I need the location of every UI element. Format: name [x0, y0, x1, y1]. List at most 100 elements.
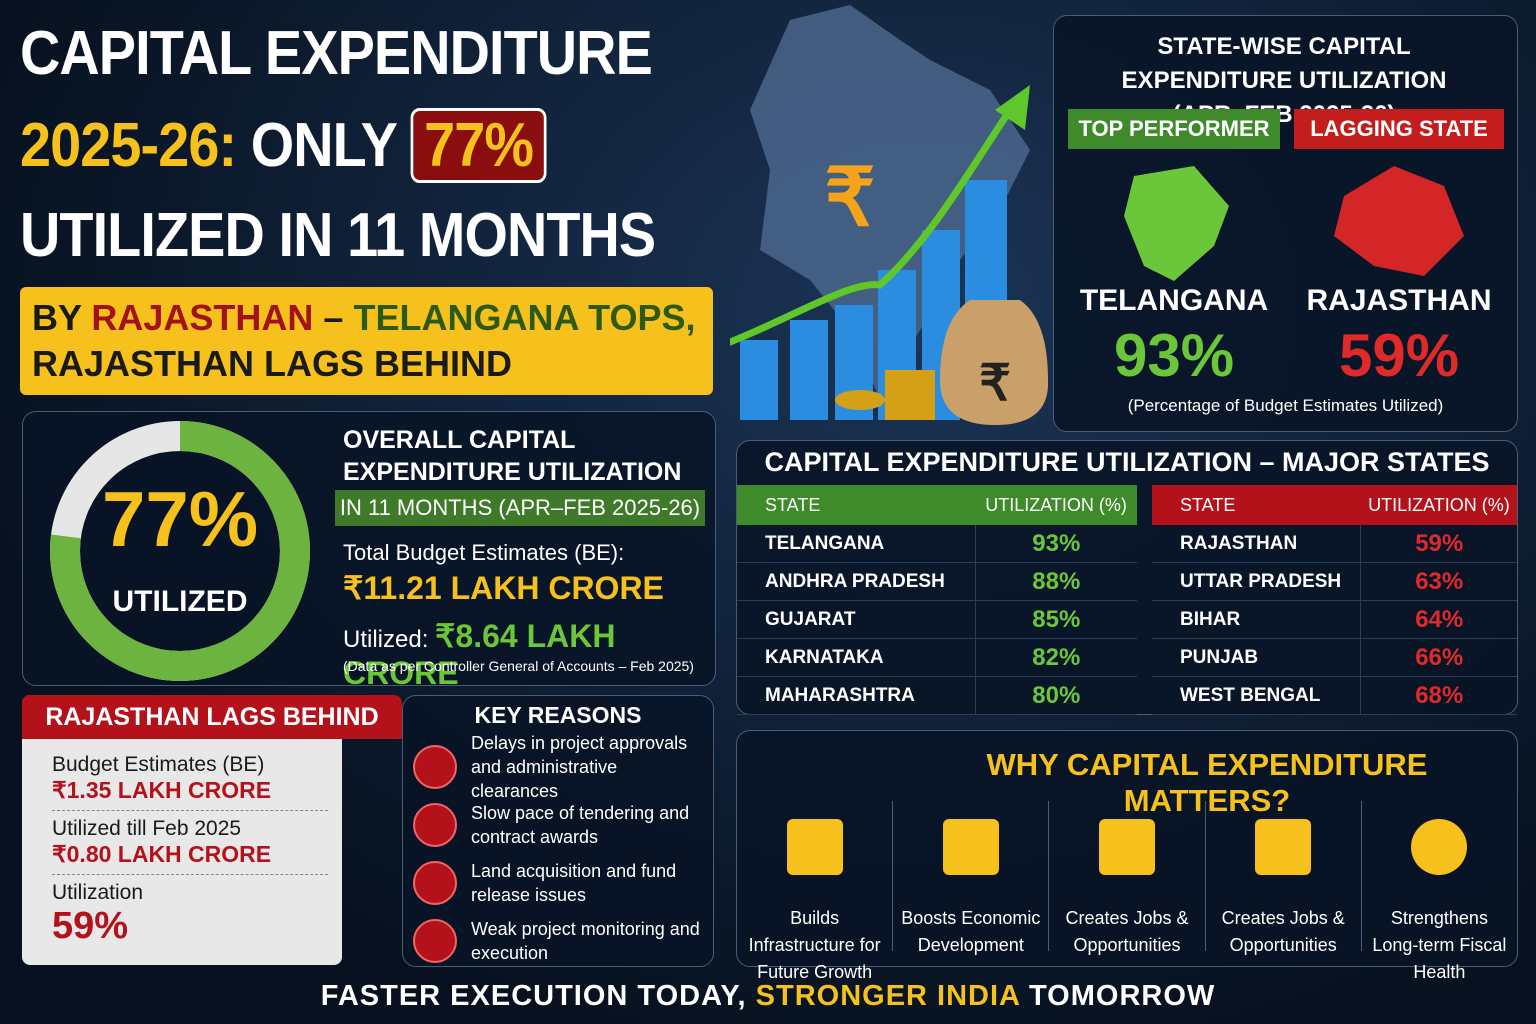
raj-value: ₹1.35 LAKH CRORE	[52, 777, 272, 803]
svg-text:₹: ₹	[979, 355, 1011, 411]
reasons-title: KEY REASONS	[474, 702, 642, 728]
utilized-label: Utilized:	[343, 626, 429, 653]
donut-label: 77%	[102, 475, 258, 563]
raj-value: 59%	[52, 905, 129, 947]
sub-green: TELANGANA TOPS,	[353, 297, 696, 338]
why-icon	[942, 819, 999, 875]
overall-period: IN 11 MONTHS (APR–FEB 2025-26)	[335, 490, 705, 526]
why-icon	[1255, 819, 1312, 875]
top-table: STATE UTILIZATION (%) TELANGANA 93% ANDHRA P…	[737, 485, 1137, 715]
table-row: MAHARASHTRA 80%	[737, 676, 1137, 715]
why-text: Boosts Economic Development	[901, 908, 1041, 955]
reason-icon	[413, 919, 457, 963]
raj-label: Budget Estimates (BE)	[52, 753, 265, 776]
table-row: ANDHRA PRADESH 88%	[737, 562, 1137, 601]
reasons-panel: KEY REASONS Delays in project approvals …	[402, 695, 714, 967]
be-label: Total Budget Estimates (BE):	[343, 540, 625, 565]
table-row: TELANGANA 93%	[737, 525, 1137, 563]
reason: Land acquisition and fund release issues	[413, 854, 708, 912]
lag-label: LAGGING STATE	[1294, 109, 1504, 149]
be-value: ₹11.21 LAKH CRORE	[343, 570, 664, 606]
rajasthan-title: RAJASTHAN LAGS BEHIND	[22, 695, 402, 739]
rajasthan-panel: RAJASTHAN LAGS BEHIND Budget Estimates (…	[22, 695, 402, 965]
state-note: (Percentage of Budget Estimates Utilized…	[1127, 396, 1444, 415]
why-text: Strengthens Long-term Fiscal Health	[1372, 908, 1507, 982]
top-pct: 93%	[1113, 322, 1235, 389]
reason-text: Delays in project approvals and administ…	[471, 733, 688, 801]
state-cell: TELANGANA	[737, 525, 976, 563]
pct-cell: 93%	[974, 525, 1137, 563]
why-icon	[1099, 819, 1155, 875]
table-row: GUJARAT 85%	[737, 600, 1137, 639]
headline-1: CAPITAL EXPENDITURE	[20, 19, 653, 88]
reason: Weak project monitoring and execution	[413, 912, 708, 970]
state-cell: KARNATAKA	[737, 638, 976, 677]
reason-icon	[413, 745, 457, 789]
why-item: Strengthens Long-term Fiscal Health	[1360, 801, 1517, 982]
raj-value: ₹0.80 LAKH CRORE	[52, 841, 272, 867]
raj-label: Utilized till Feb 2025	[52, 817, 242, 840]
reason-text: Slow pace of tendering and contract awar…	[471, 803, 690, 847]
why-item: Creates Jobs & Opportunities	[1048, 801, 1204, 955]
only: ONLY	[250, 111, 397, 180]
headline-3: UTILIZED IN 11 MONTHS	[20, 201, 656, 270]
why-text: Builds Infrastructure for Future Growth	[748, 908, 881, 982]
pct-cell: 64%	[1360, 600, 1517, 639]
donut-arc	[50, 421, 310, 681]
table-row: RAJASTHAN 59%	[1152, 525, 1517, 563]
subtitle: BY RAJASTHAN – TELANGANA TOPS, RAJASTHAN …	[20, 287, 713, 395]
footer-c: TOMORROW	[1028, 980, 1216, 1012]
pct-cell: 68%	[1360, 676, 1517, 715]
footer-a: FASTER EXECUTION TODAY,	[320, 980, 747, 1012]
state-maps	[1124, 166, 1464, 281]
footer: FASTER EXECUTION TODAY, STRONGER INDIA T…	[0, 980, 1536, 1013]
header-cell: UTILIZATION (%)	[1368, 494, 1510, 515]
table-panel: CAPITAL EXPENDITURE UTILIZATION – MAJOR …	[736, 440, 1518, 715]
state-cell: GUJARAT	[737, 600, 976, 639]
table-row: KARNATAKA 82%	[737, 638, 1137, 677]
overall-panel: 77% UTILIZED OVERALL CAPITAL EXPENDITURE…	[22, 411, 716, 691]
raj-label: Utilization	[52, 881, 144, 904]
overall-note: (Data as per Controller General of Accou…	[343, 658, 694, 674]
reason-text: Weak project monitoring and execution	[471, 919, 700, 963]
header-cell: STATE	[1180, 494, 1236, 515]
why-icon	[1411, 819, 1468, 875]
state-cell: UTTAR PRADESH	[1152, 562, 1361, 601]
state-cell: BIHAR	[1152, 600, 1361, 639]
table-row: PUNJAB 66%	[1152, 638, 1517, 677]
header-cell: UTILIZATION (%)	[985, 494, 1127, 515]
raj-item: Utilization 59%	[52, 875, 328, 954]
why-text: Creates Jobs & Opportunities	[1221, 908, 1345, 955]
state-cell: RAJASTHAN	[1152, 525, 1361, 563]
rajasthan-items: Budget Estimates (BE) ₹1.35 LAKH CRORE Uti…	[52, 747, 328, 954]
why-title: WHY CAPITAL EXPENDITURE MATTERS?	[986, 747, 1428, 818]
why-item: Boosts Economic Development	[892, 801, 1048, 955]
reasons-list: Delays in project approvals and administ…	[413, 733, 708, 970]
illustration: ₹ ₹	[730, 5, 1049, 425]
footer-b: STRONGER INDIA	[755, 980, 1020, 1012]
pct-cell: 82%	[974, 638, 1137, 677]
raj-item: Budget Estimates (BE) ₹1.35 LAKH CRORE	[52, 747, 328, 811]
reason-icon	[413, 861, 457, 905]
state-cell: PUNJAB	[1152, 638, 1361, 677]
headline-pct: 77%	[410, 108, 547, 183]
pct-cell: 88%	[974, 562, 1137, 601]
lag-state: RAJASTHAN	[1306, 284, 1492, 317]
headline-2: 2025-26: ONLY 77%	[20, 108, 547, 183]
state-panel: STATE-WISE CAPITAL EXPENDITURE UTILIZATI…	[1053, 15, 1518, 432]
svg-text:₹: ₹	[825, 153, 876, 242]
lag-table: STATE UTILIZATION (%) RAJASTHAN 59% UTTAR PR…	[1152, 485, 1517, 715]
top-label: TOP PERFORMER	[1068, 109, 1280, 149]
state-cell: MAHARASHTRA	[737, 676, 976, 715]
overall-utilized: Utilized: ₹8.64 LAKH CRORE	[343, 617, 715, 692]
donut-caption: UTILIZED	[113, 585, 248, 618]
reason: Slow pace of tendering and contract awar…	[413, 796, 708, 854]
lag-pct: 59%	[1338, 322, 1460, 389]
year: 2025-26:	[20, 111, 237, 180]
state-cell: WEST BENGAL	[1152, 676, 1361, 715]
top-state: TELANGANA	[1079, 284, 1269, 317]
table-title: CAPITAL EXPENDITURE UTILIZATION – MAJOR …	[764, 447, 1490, 477]
state-cell: ANDHRA PRADESH	[737, 562, 976, 601]
raj-item: Utilized till Feb 2025 ₹0.80 LAKH CRORE	[52, 811, 328, 875]
pct-cell: 59%	[1360, 525, 1517, 563]
